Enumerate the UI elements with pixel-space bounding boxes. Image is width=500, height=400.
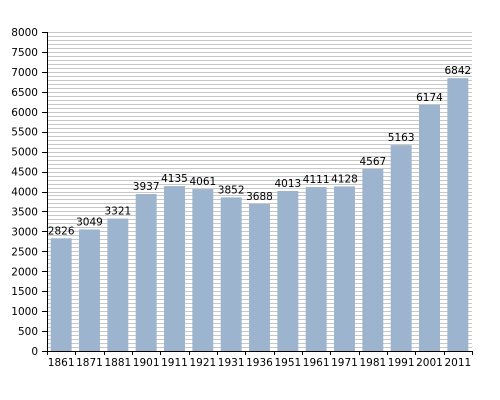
x-tick-label: 1881: [104, 357, 131, 369]
y-tick-label: 7000: [11, 67, 38, 79]
bar: [334, 186, 355, 351]
x-tick-label: 1936: [246, 357, 273, 369]
x-tick-label: 1921: [189, 357, 216, 369]
bar: [107, 218, 129, 351]
bar: [305, 187, 327, 351]
y-tick-label: 2000: [11, 266, 38, 278]
y-tick-label: 5000: [11, 147, 38, 159]
x-tick-label: 1951: [274, 357, 301, 369]
data-label: 3688: [246, 191, 273, 203]
data-label: 3852: [218, 184, 245, 196]
data-label: 6842: [444, 65, 471, 77]
data-label: 4135: [161, 173, 188, 185]
bar: [362, 168, 384, 351]
y-tick-label: 3500: [11, 206, 38, 218]
x-tick-label: 1961: [303, 357, 330, 369]
data-label: 4567: [359, 156, 386, 168]
x-tick-label: 1991: [388, 357, 415, 369]
y-tick-label: 1000: [11, 306, 38, 318]
bar: [277, 190, 299, 351]
bar: [249, 203, 270, 351]
data-label: 3049: [76, 216, 103, 228]
y-tick-label: 1500: [11, 286, 38, 298]
bar: [447, 78, 469, 352]
x-tick-label: 2011: [444, 357, 471, 369]
data-label: 6174: [416, 92, 443, 104]
data-label: 4061: [189, 176, 216, 188]
bar: [79, 229, 100, 351]
x-tick-label: 1931: [218, 357, 245, 369]
x-tick-label: 1871: [76, 357, 103, 369]
bar: [50, 238, 72, 351]
x-tick-label: 1861: [48, 357, 75, 369]
bar: [390, 145, 412, 351]
y-tick-label: 8000: [11, 27, 38, 39]
bar: [135, 194, 157, 351]
bar: [192, 189, 214, 351]
bar: [220, 197, 242, 351]
data-label: 4013: [274, 178, 301, 190]
data-label: 3321: [104, 206, 131, 218]
bars-layer: [50, 78, 469, 352]
y-tick-label: 4500: [11, 167, 38, 179]
bar: [419, 104, 440, 351]
bar: [164, 186, 185, 351]
y-tick-label: 0: [31, 346, 38, 358]
y-tick-label: 2500: [11, 246, 38, 258]
y-tick-label: 4000: [11, 187, 38, 199]
y-tick-label: 5500: [11, 127, 38, 139]
y-tick-label: 500: [18, 326, 38, 338]
y-tick-label: 6000: [11, 107, 38, 119]
data-label: 5163: [388, 132, 415, 144]
x-tick-label: 1911: [161, 357, 188, 369]
y-tick-label: 7500: [11, 47, 38, 59]
x-tick-label: 1971: [331, 357, 358, 369]
data-label: 4111: [303, 174, 330, 186]
x-tick-label: 1981: [359, 357, 386, 369]
axis-layer: 0 500 1000 1500 2000 2500 3000 3500 4000 4500 5000…: [11, 27, 473, 369]
data-label: 2826: [48, 225, 75, 237]
y-tick-label: 3000: [11, 226, 38, 238]
data-label: 3937: [133, 181, 160, 193]
x-tick-label: 1901: [133, 357, 160, 369]
x-tick-label: 2001: [416, 357, 443, 369]
y-tick-label: 6500: [11, 87, 38, 99]
data-label: 4128: [331, 173, 358, 185]
